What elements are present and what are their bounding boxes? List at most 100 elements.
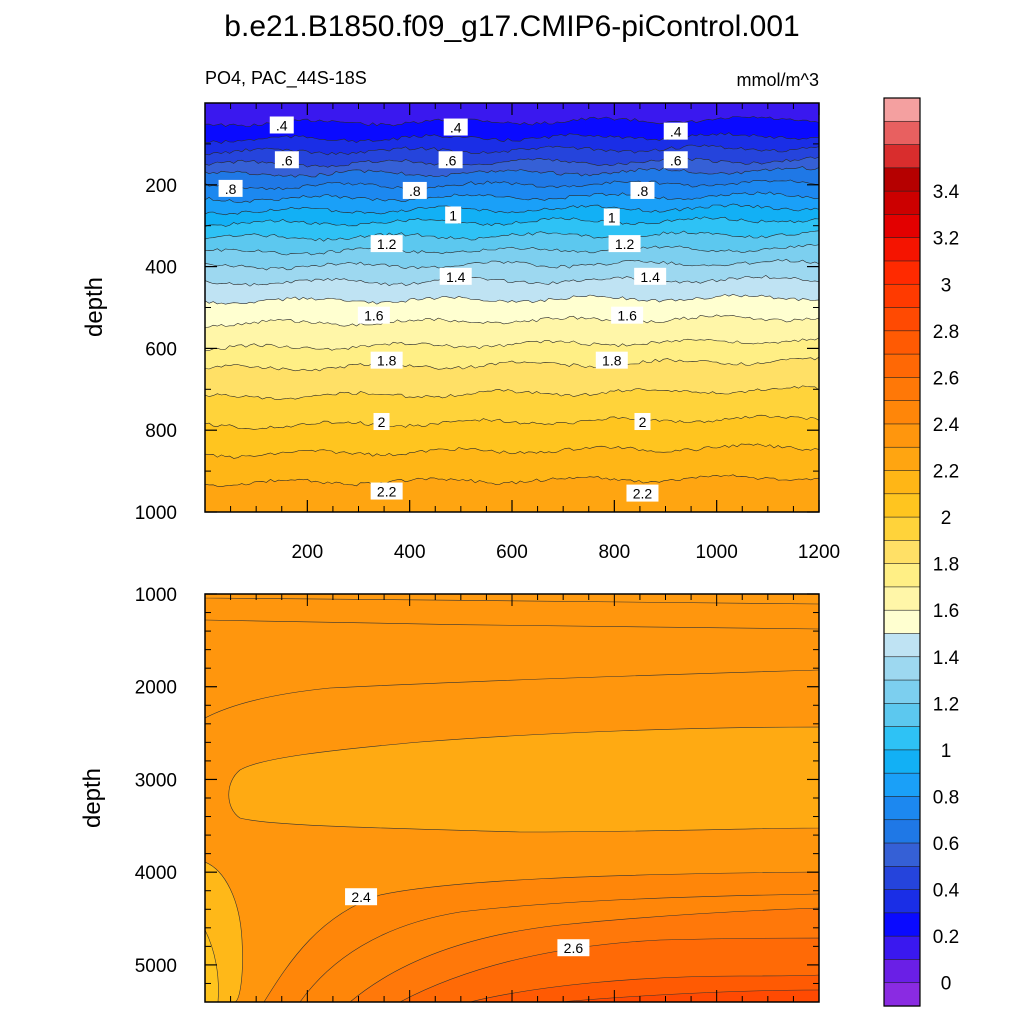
colorbar-tick-label: 1.4 xyxy=(933,648,960,669)
colorbar-swatch xyxy=(883,726,921,751)
contour-label-text: .6 xyxy=(281,152,293,168)
x-tick-label: 400 xyxy=(394,542,426,563)
y-tick-label: 1000 xyxy=(135,585,177,606)
colorbar-swatch xyxy=(883,283,921,309)
upper-contour-labels: .4 .4 .4 .6 .6 .6 .8 .8 .8 1 1 1.2 1.2 1.4 1.4 1.6 1.6 1.… xyxy=(218,116,688,502)
upper-contour-label: 2.2 xyxy=(626,484,659,502)
colorbar-swatch xyxy=(883,819,921,844)
y-tick-label: 800 xyxy=(145,421,177,442)
upper-isoline xyxy=(205,132,819,144)
colorbar-swatch xyxy=(883,144,921,169)
upper-contour-lines xyxy=(205,116,819,488)
lower-contour-label: 2.4 xyxy=(345,888,378,906)
colorbar-tick-label: 0.8 xyxy=(933,788,959,809)
colorbar-swatch xyxy=(883,423,921,448)
upper-isoline xyxy=(205,156,819,168)
upper-contour-label: .4 xyxy=(443,118,468,136)
upper-isoline xyxy=(205,116,819,127)
contour-label-text: 2 xyxy=(378,414,386,430)
upper-contour-label: 1.6 xyxy=(611,306,644,324)
upper-contour-label: .8 xyxy=(630,181,655,199)
contour-label-bg xyxy=(370,482,403,500)
colorbar-tick-label: 0.2 xyxy=(933,927,959,948)
y-tick-label: 200 xyxy=(145,176,177,197)
colorbar-swatch xyxy=(883,470,921,495)
contour-label-bg xyxy=(274,151,299,169)
upper-contour-label: 1 xyxy=(603,208,620,226)
colorbar-tick-label: 1 xyxy=(941,741,952,762)
shallow-isoline xyxy=(205,669,819,719)
lower-panel: 2.4 2.6 1000 2000 3000 4000 5000 depth xyxy=(79,585,820,1003)
upper-contour-label: 2 xyxy=(634,413,651,431)
contour-label-text: .8 xyxy=(225,181,237,197)
upper-contour-label: 1.8 xyxy=(370,351,403,369)
contour-label-text: .4 xyxy=(276,117,288,133)
upper-contour-label: 2 xyxy=(373,413,390,431)
colorbar-tick-label: 0.6 xyxy=(933,834,959,855)
contour-label-text: 2.2 xyxy=(377,484,397,500)
deep-isoline-2 xyxy=(299,893,819,1002)
colorbar-swatch xyxy=(883,97,921,122)
upper-contour-fills xyxy=(205,103,819,512)
colorbar-frame xyxy=(883,97,921,1007)
colorbar-swatch xyxy=(883,796,921,821)
colorbar-swatch xyxy=(883,959,921,984)
x-tick-label: 200 xyxy=(291,542,323,563)
y-tick-label: 600 xyxy=(145,339,177,360)
upper-contour-label: .8 xyxy=(402,181,427,199)
colorbar-tick-label: 0.4 xyxy=(933,881,960,902)
contour-label-bg xyxy=(439,267,472,285)
lower-axes: 1000 2000 3000 4000 5000 xyxy=(135,585,819,1002)
upper-contour-label: .8 xyxy=(218,179,243,197)
colorbar-swatch xyxy=(883,237,921,262)
contour-label-text: 1.8 xyxy=(602,353,622,369)
x-tick-label: 1000 xyxy=(696,542,738,563)
upper-contour-label: 1.2 xyxy=(608,235,641,253)
colorbar-swatch xyxy=(883,982,921,1007)
upper-contour-label: 1 xyxy=(445,206,462,224)
colorbar-swatch xyxy=(883,703,921,728)
colorbar-swatch xyxy=(883,330,921,355)
colorbar-tick-label: 3 xyxy=(941,275,952,296)
contour-label-text: .4 xyxy=(670,124,682,140)
contour-label-bg xyxy=(445,206,462,224)
x-tick-label: 600 xyxy=(496,542,528,563)
units-label: mmol/m^3 xyxy=(737,70,819,90)
colorbar-tick-label: 3.2 xyxy=(933,229,959,250)
colorbar-swatch xyxy=(883,446,921,472)
upper-isoline xyxy=(205,356,819,372)
upper-contour-label: 1.6 xyxy=(357,306,390,324)
colorbar-swatch xyxy=(883,679,921,704)
x-tick-label: 1200 xyxy=(798,542,840,563)
contour-label-text: .6 xyxy=(445,152,457,168)
upper-fill-band xyxy=(205,474,819,512)
y-tick-label: 1000 xyxy=(135,503,177,524)
colorbar-swatch xyxy=(883,609,921,635)
upper-contour-label: 1.4 xyxy=(634,267,667,285)
colorbar-swatch xyxy=(883,353,921,378)
colorbar-tick-label: 2.6 xyxy=(933,368,959,389)
colorbar-swatch xyxy=(883,842,921,867)
colorbar-swatch xyxy=(883,493,921,518)
contour-label-bg xyxy=(663,151,688,169)
colorbar-swatch xyxy=(883,912,921,937)
colorbar-tick-label: 1.8 xyxy=(933,555,959,576)
chart-title: b.e21.B1850.f09_g17.CMIP6-piControl.001 xyxy=(224,10,799,43)
colorbar-swatch xyxy=(883,120,921,146)
contour-label-text: 1.2 xyxy=(615,236,635,252)
colorbar-swatch xyxy=(883,214,921,239)
upper-isoline xyxy=(205,258,819,271)
upper-contour-label: .4 xyxy=(269,116,294,134)
upper-contour-label: .6 xyxy=(438,151,463,169)
contour-label-bg xyxy=(443,118,468,136)
upper-isoline xyxy=(205,244,819,256)
colorbar-swatch xyxy=(883,586,921,611)
contour-label-bg xyxy=(630,181,655,199)
upper-contour-label: .6 xyxy=(663,151,688,169)
contour-label-bg xyxy=(608,235,641,253)
upper-isoline xyxy=(205,275,819,287)
colorbar-swatch xyxy=(883,400,921,425)
variable-subtitle: PO4, PAC_44S-18S xyxy=(205,68,367,89)
upper-isoline xyxy=(205,443,819,459)
contour-label-bg xyxy=(357,306,390,324)
